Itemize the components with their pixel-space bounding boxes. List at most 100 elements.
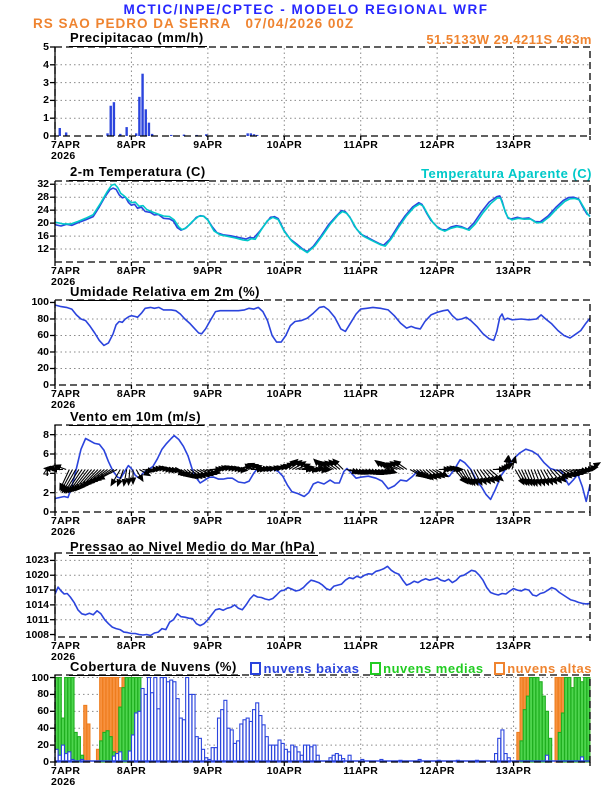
cloud-bar-nuvens-baixas [162,676,167,763]
cloud-bar-nuvens-medias [124,676,129,763]
precip-bar [147,122,151,136]
pressure-ytick-label: 1017 [25,584,49,597]
humidity-xlabel: 12APR [419,388,455,400]
precipitation-ytick-label: 5 [43,41,49,53]
cloud-bar-nuvens-baixas [178,717,183,763]
cloud-bar-nuvens-medias [105,730,110,763]
temperature-xlabel: 10APR [266,265,302,277]
wind-arrow [291,461,307,470]
wind-arrow [536,469,546,487]
cloud-bar-nuvens-baixas [191,693,196,763]
cloud-bar-nuvens-medias [529,676,534,763]
cloud-bar-nuvens-medias [64,676,69,763]
wind-arrow [135,469,144,483]
cloud-bar-nuvens-baixas [271,744,276,763]
cloud-bar-nuvens-baixas [506,757,511,763]
temperature-ytick-label: 16 [37,230,49,243]
cloud-bar-nuvens-medias [573,676,578,763]
cloud-bar-nuvens-baixas [197,737,202,763]
cloud-bar-nuvens-altas [86,723,91,763]
cloud-bar-nuvens-baixas [251,709,257,763]
cloud-bar-nuvens-medias [532,676,537,763]
clouds-ytick-label: 80 [37,688,49,701]
cloud-bar-nuvens-altas [111,676,116,763]
cloud-bar-nuvens-medias [570,687,575,763]
cloud-bar-nuvens-baixas [130,734,136,763]
precip-bar [249,133,253,136]
precipitation-xlabel: 7APR [51,139,81,151]
wind-year-label: 2026 [51,526,76,538]
precipitation-ytick-label: 4 [43,58,49,71]
humidity-year-label: 2026 [51,399,76,411]
cloud-bar-nuvens-baixas [166,681,171,763]
cloud-bar-nuvens-medias [557,731,562,763]
precip-title-row: Precipitacao (mm/h) 51.5133W 29.4211S 46… [55,30,592,47]
precip-bar [106,133,109,136]
pressure-ytick-label: 1008 [25,628,49,641]
wind-title-row: Vento em 10m (m/s) [55,409,592,426]
cloud-bar-nuvens-baixas [500,729,505,763]
cloud-bar-nuvens-baixas [280,742,285,763]
cloud-bar-nuvens-medias [525,695,530,763]
precipitation-xlabel: 10APR [266,139,302,151]
cloud-bar-nuvens-baixas [172,681,177,763]
cloud-bar-nuvens-baixas [258,714,263,763]
line-Pressao-ao-Nivel-Medio-do-Mar [54,565,591,637]
cloud-bar-nuvens-baixas [185,676,190,763]
wind-ytick-label: 4 [43,467,49,480]
temperature-ytick-label: 28 [37,191,49,204]
cloud-bar-nuvens-baixas [248,720,253,763]
cloud-bar-nuvens-medias [67,676,72,763]
pressure-xlabel: 11APR [343,640,379,652]
cloud-bar-nuvens-medias [519,740,524,763]
cloud-bar-nuvens-medias [544,710,550,763]
precipitation-xlabel: 9APR [193,139,223,151]
cloud-bar-nuvens-medias [102,731,107,763]
legend-nuvens-baixas-label: nuvens baixas [263,661,360,676]
precipitation-xlabel: 11APR [343,139,379,151]
orange-square-icon [494,662,506,675]
clouds-xlabel: 13APR [495,765,532,777]
wind-arrow [384,467,398,475]
clouds-xlabel: 10APR [266,765,302,777]
wind-arrow [121,469,129,487]
wind-arrow [533,469,542,487]
cloud-bar-nuvens-baixas [220,709,225,763]
wind-xlabel: 13APR [495,515,532,527]
cloud-bar-nuvens-baixas [302,744,308,763]
station-name: RS SAO PEDRO DA SERRA [33,16,232,31]
cloud-bar-nuvens-baixas [169,679,174,763]
green-square-icon [370,662,382,675]
clouds-ytick-label: 40 [37,722,49,735]
cloud-bar-nuvens-altas [516,731,521,763]
humidity-title: Umidade Relativa em 2m (%) [69,284,264,301]
cloud-bar-nuvens-baixas [229,729,234,763]
cloud-bar-nuvens-medias [579,681,585,763]
wind-xlabel: 7APR [51,515,81,527]
cloud-bar-nuvens-altas [95,748,101,763]
cloud-bar-nuvens-baixas [223,699,228,763]
precip-bar [141,73,144,136]
temperature-xlabel: 7APR [51,265,81,277]
temperature-xlabel: 11APR [343,265,379,277]
clouds-xlabel: 9APR [193,765,223,777]
humidity-xlabel: 10APR [266,388,302,400]
cloud-bar-nuvens-baixas [181,719,187,763]
clouds-title: Cobertura de Nuvens (%) [69,659,240,676]
cloud-bar-nuvens-baixas [293,746,298,763]
wind-arrow [97,468,118,481]
wind-xlabel: 8APR [116,515,147,527]
cloud-bar-nuvens-baixas [175,698,180,763]
cloud-bar-nuvens-baixas [264,736,269,763]
legend-nuvens-altas-label: nuvens altas [507,661,592,676]
legend-nuvens-medias: nuvens medias [370,661,483,676]
clouds-ytick-label: 20 [37,739,49,752]
precip-bar [119,133,122,136]
cloud-bar-nuvens-medias [541,695,546,763]
wind-ytick-label: 0 [43,506,49,518]
clouds-xlabel: 11APR [343,765,379,777]
wind-arrow [53,464,67,471]
cloud-bar-nuvens-altas [115,676,120,763]
precipitation-ytick-label: 0 [43,130,49,142]
